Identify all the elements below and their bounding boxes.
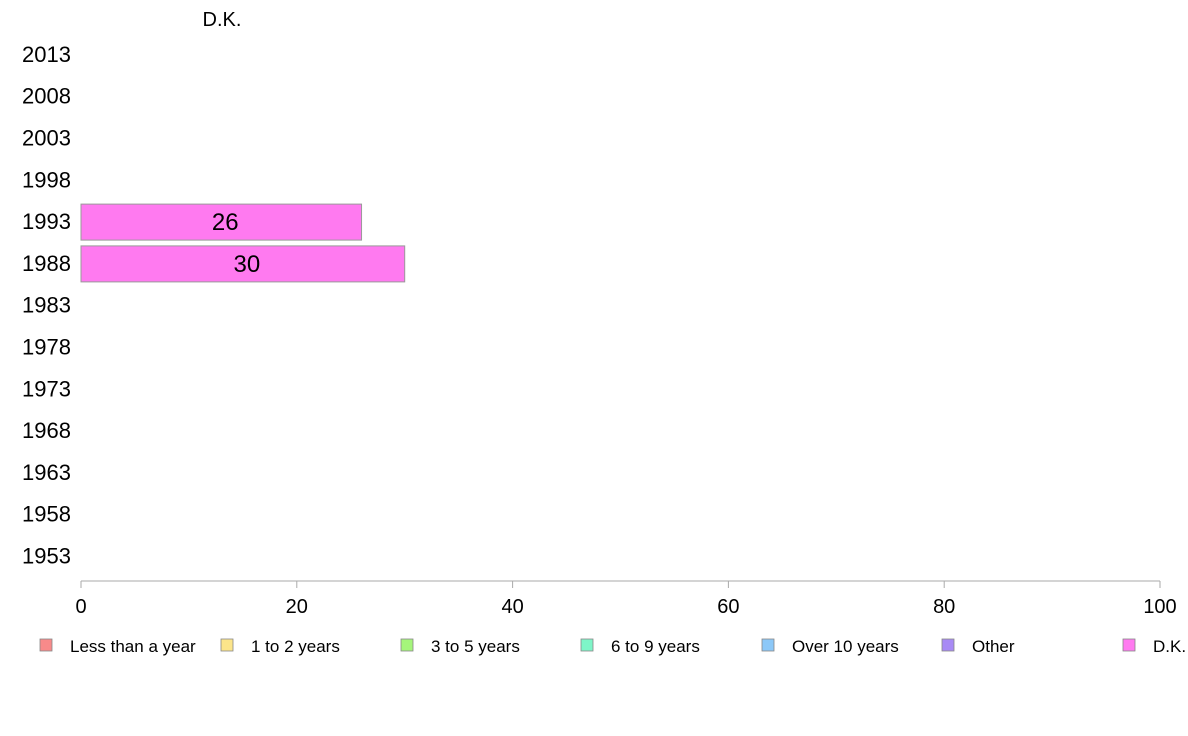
y-tick-label: 2003 bbox=[22, 126, 71, 151]
legend: Less than a year 1 to 2 years 3 to 5 years… bbox=[39, 637, 1186, 656]
y-tick-label: 1983 bbox=[22, 293, 71, 318]
y-tick-label: 2008 bbox=[22, 84, 71, 109]
y-axis-labels: 2013 2008 2003 1998 1993 1988 1983 1978 1973 1968… bbox=[22, 42, 71, 569]
legend-swatch bbox=[220, 638, 234, 652]
legend-label: D.K. bbox=[1153, 637, 1186, 656]
x-tick-label: 60 bbox=[717, 596, 739, 618]
x-tick-label: 20 bbox=[286, 596, 308, 618]
y-tick-label: 1953 bbox=[22, 544, 71, 569]
x-axis: 0 20 40 60 80 100 bbox=[75, 580, 1177, 618]
bars-layer: 26 30 bbox=[80, 203, 406, 283]
data-label: 26 bbox=[212, 209, 239, 236]
legend-swatch bbox=[761, 638, 775, 652]
legend-label: Less than a year bbox=[70, 637, 196, 656]
y-tick-label: 1998 bbox=[22, 167, 71, 192]
y-tick-label: 2013 bbox=[22, 42, 71, 67]
x-tick-label: 80 bbox=[933, 596, 955, 618]
x-tick-label: 100 bbox=[1143, 596, 1176, 618]
legend-swatch bbox=[1122, 638, 1136, 652]
bar bbox=[80, 203, 363, 241]
legend-swatch bbox=[941, 638, 955, 652]
y-tick-label: 1968 bbox=[22, 418, 71, 443]
y-tick-label: 1973 bbox=[22, 376, 71, 401]
bar bbox=[80, 245, 406, 283]
y-tick-label: 1993 bbox=[22, 209, 71, 234]
x-tick-label: 0 bbox=[75, 596, 86, 618]
y-tick-label: 1963 bbox=[22, 460, 71, 485]
y-tick-label: 1988 bbox=[22, 251, 71, 276]
legend-swatch bbox=[39, 638, 53, 652]
legend-label: 3 to 5 years bbox=[431, 637, 520, 656]
chart-title: D.K. bbox=[203, 9, 242, 31]
legend-label: Over 10 years bbox=[792, 637, 899, 656]
y-tick-label: 1958 bbox=[22, 502, 71, 527]
x-tick-label: 40 bbox=[501, 596, 523, 618]
data-label: 30 bbox=[233, 251, 260, 278]
legend-swatch bbox=[580, 638, 594, 652]
legend-label: Other bbox=[972, 637, 1015, 656]
legend-label: 1 to 2 years bbox=[251, 637, 340, 656]
legend-swatch bbox=[400, 638, 414, 652]
y-tick-label: 1978 bbox=[22, 335, 71, 360]
legend-label: 6 to 9 years bbox=[611, 637, 700, 656]
